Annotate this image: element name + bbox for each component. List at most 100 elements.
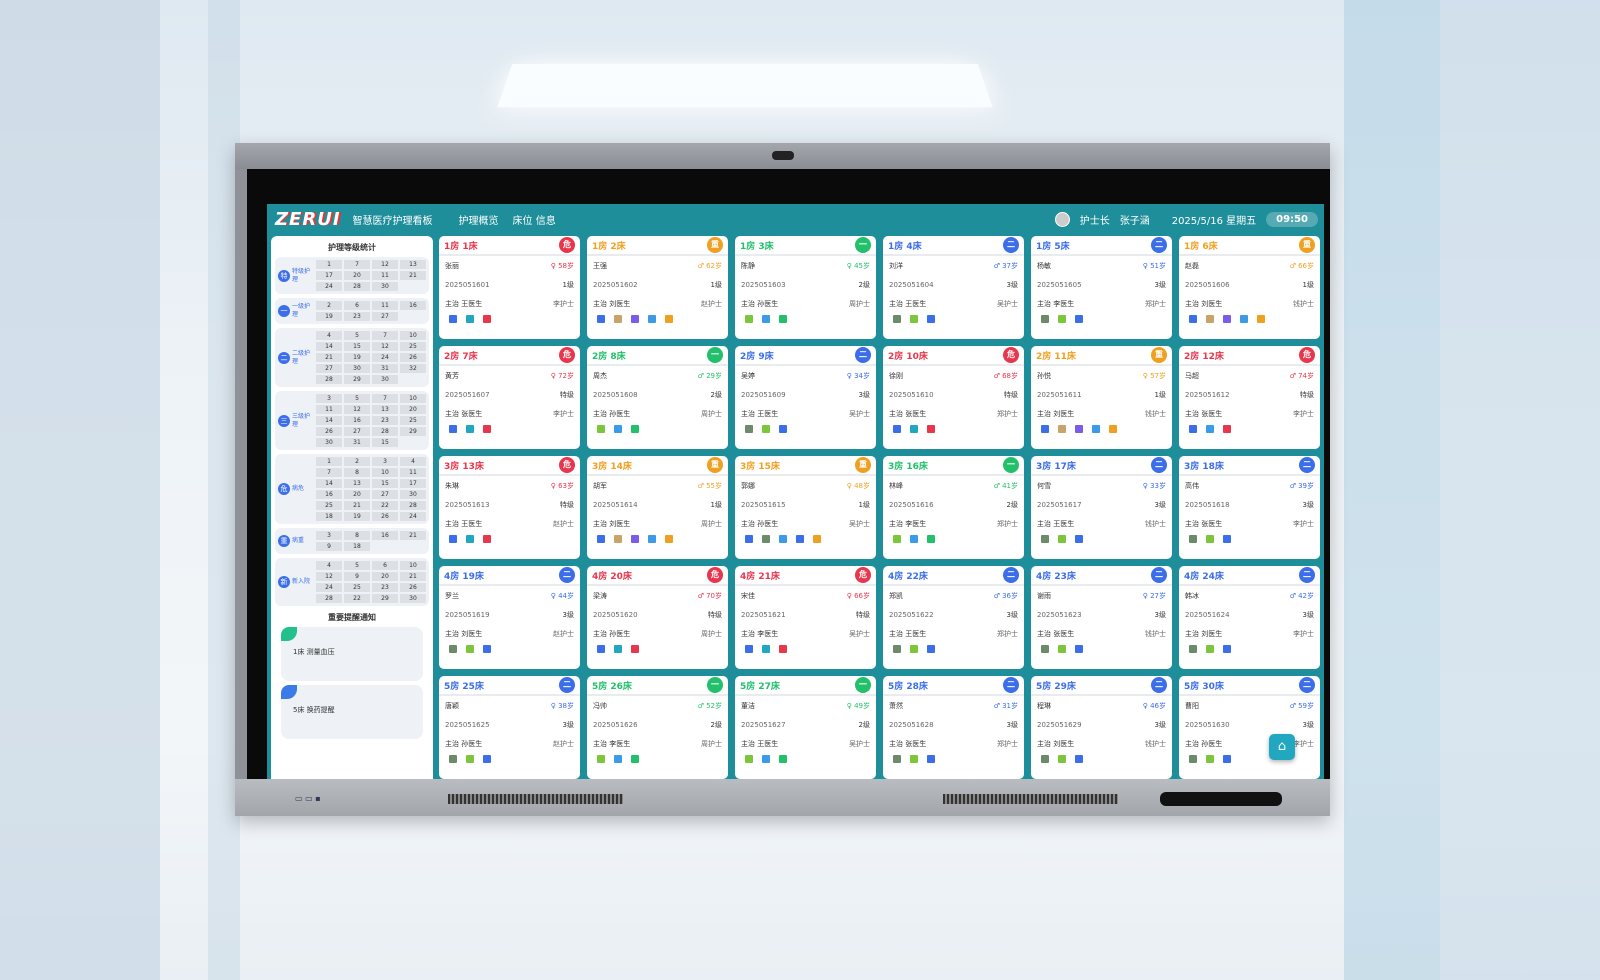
bed-chip[interactable]: 11: [372, 271, 398, 280]
bed-chip[interactable]: 30: [372, 282, 398, 291]
bed-card[interactable]: 5房 27床 一董洁 ♀ 49岁 2025051627 2级 主治 王医生 吴护士: [735, 676, 876, 779]
bed-chip[interactable]: 6: [344, 301, 370, 310]
bed-card[interactable]: 3房 13床 危朱琳 ♀ 63岁 2025051613 特级 主治 王医生 赵护士: [439, 456, 580, 559]
bed-card[interactable]: 4房 22床 二郑凯 ♂ 36岁 2025051622 3级 主治 王医生 郑护士: [883, 566, 1024, 669]
bed-chip[interactable]: 12: [372, 342, 398, 351]
bed-chip[interactable]: 27: [372, 312, 398, 321]
bed-chip[interactable]: 16: [344, 416, 370, 425]
bed-chip[interactable]: 27: [344, 427, 370, 436]
bed-chip[interactable]: 21: [400, 572, 426, 581]
bed-chip[interactable]: 21: [316, 353, 342, 362]
bed-chip[interactable]: 25: [344, 583, 370, 592]
bed-chip[interactable]: 13: [400, 260, 426, 269]
bed-chip[interactable]: 7: [372, 331, 398, 340]
bed-card[interactable]: 3房 18床 二高伟 ♂ 39岁 2025051618 3级 主治 张医生 李护士: [1179, 456, 1320, 559]
bed-chip[interactable]: 7: [372, 394, 398, 403]
bed-chip[interactable]: 7: [316, 468, 342, 477]
bed-chip[interactable]: 10: [400, 561, 426, 570]
bed-card[interactable]: 1房 2床 重王强 ♂ 62岁 2025051602 1级 主治 刘医生 赵护士: [587, 236, 728, 339]
bed-chip[interactable]: 12: [344, 405, 370, 414]
bed-chip[interactable]: 10: [400, 394, 426, 403]
bed-chip[interactable]: 26: [372, 512, 398, 521]
bed-chip[interactable]: 30: [400, 490, 426, 499]
bed-chip[interactable]: 17: [400, 479, 426, 488]
bed-chip[interactable]: 1: [316, 260, 342, 269]
bed-chip[interactable]: 14: [316, 479, 342, 488]
bed-card[interactable]: 4房 24床 二韩冰 ♂ 42岁 2025051624 3级 主治 刘医生 李护士: [1179, 566, 1320, 669]
bed-card[interactable]: 2房 10床 危徐刚 ♂ 68岁 2025051610 特级 主治 张医生 郑护士: [883, 346, 1024, 449]
bed-chip[interactable]: 11: [372, 301, 398, 310]
bed-chip[interactable]: 25: [400, 342, 426, 351]
bed-chip[interactable]: 17: [316, 271, 342, 280]
home-button[interactable]: ⌂: [1269, 734, 1295, 760]
bed-chip[interactable]: 31: [344, 438, 370, 447]
bed-chip[interactable]: 3: [372, 457, 398, 466]
bed-chip[interactable]: 26: [400, 353, 426, 362]
bed-chip[interactable]: 11: [400, 468, 426, 477]
bed-chip[interactable]: 11: [316, 405, 342, 414]
bed-chip[interactable]: 13: [372, 405, 398, 414]
bed-chip[interactable]: 23: [372, 416, 398, 425]
bed-chip[interactable]: 28: [372, 427, 398, 436]
bed-card[interactable]: 3房 15床 重郭娜 ♀ 48岁 2025051615 1级 主治 孙医生 吴护士: [735, 456, 876, 559]
bed-card[interactable]: 2房 8床 一周杰 ♂ 29岁 2025051608 2级 主治 孙医生 周护士: [587, 346, 728, 449]
bed-chip[interactable]: 25: [316, 501, 342, 510]
bed-chip[interactable]: 24: [400, 512, 426, 521]
nav-item-overview[interactable]: 护理概览: [458, 215, 499, 227]
bed-chip[interactable]: 21: [400, 531, 426, 540]
bed-chip[interactable]: 30: [372, 375, 398, 384]
bed-chip[interactable]: 2: [316, 301, 342, 310]
bed-chip[interactable]: 28: [344, 282, 370, 291]
bed-chip[interactable]: 21: [344, 501, 370, 510]
bed-chip[interactable]: 13: [344, 479, 370, 488]
bed-chip[interactable]: 26: [400, 583, 426, 592]
bed-chip[interactable]: 2: [344, 457, 370, 466]
bed-card[interactable]: 3房 16床 一林峰 ♂ 41岁 2025051616 2级 主治 李医生 郑护士: [883, 456, 1024, 559]
bed-chip[interactable]: 3: [316, 394, 342, 403]
bed-chip[interactable]: 20: [400, 405, 426, 414]
bed-card[interactable]: 1房 6床 重赵磊 ♂ 66岁 2025051606 1级 主治 刘医生 钱护士: [1179, 236, 1320, 339]
bed-card[interactable]: 5房 25床 二唐颖 ♀ 38岁 2025051625 3级 主治 孙医生 赵护士: [439, 676, 580, 779]
bed-chip[interactable]: 30: [316, 438, 342, 447]
bed-chip[interactable]: 10: [400, 331, 426, 340]
avatar[interactable]: [1054, 211, 1070, 227]
bed-chip[interactable]: 27: [372, 490, 398, 499]
bed-card[interactable]: 4房 21床 危宋佳 ♀ 66岁 2025051621 特级 主治 李医生 吴护士: [735, 566, 876, 669]
bed-chip[interactable]: 15: [372, 479, 398, 488]
bed-card[interactable]: 3房 17床 二何雪 ♀ 33岁 2025051617 3级 主治 王医生 钱护士: [1031, 456, 1172, 559]
bed-chip[interactable]: 5: [344, 331, 370, 340]
bed-chip[interactable]: 8: [344, 531, 370, 540]
bed-chip[interactable]: 29: [400, 427, 426, 436]
bed-chip[interactable]: 27: [316, 364, 342, 373]
bed-chip[interactable]: 3: [316, 531, 342, 540]
bed-card[interactable]: 5房 30床 二曹阳 ♂ 59岁 2025051630 3级 主治 孙医生 李护士: [1179, 676, 1320, 779]
bed-chip[interactable]: 4: [316, 331, 342, 340]
bed-chip[interactable]: 25: [400, 416, 426, 425]
bed-chip[interactable]: 9: [344, 572, 370, 581]
bed-chip[interactable]: 24: [316, 583, 342, 592]
bed-chip[interactable]: 29: [372, 594, 398, 603]
bed-card[interactable]: 3房 14床 重胡军 ♂ 55岁 2025051614 1级 主治 刘医生 周护士: [587, 456, 728, 559]
bed-chip[interactable]: 30: [344, 364, 370, 373]
bed-chip[interactable]: 23: [372, 583, 398, 592]
bed-chip[interactable]: 19: [316, 312, 342, 321]
bed-chip[interactable]: 30: [400, 594, 426, 603]
notice-card[interactable]: 1床 测量血压: [281, 627, 423, 681]
bed-chip[interactable]: 18: [344, 542, 370, 551]
bed-chip[interactable]: 6: [372, 561, 398, 570]
bed-chip[interactable]: 21: [400, 271, 426, 280]
bed-card[interactable]: 4房 19床 二罗兰 ♀ 44岁 2025051619 3级 主治 刘医生 赵护士: [439, 566, 580, 669]
bed-card[interactable]: 5房 26床 一冯帅 ♂ 52岁 2025051626 2级 主治 李医生 周护士: [587, 676, 728, 779]
bed-chip[interactable]: 31: [372, 364, 398, 373]
bed-chip[interactable]: 10: [372, 468, 398, 477]
bed-chip[interactable]: 7: [344, 260, 370, 269]
bed-chip[interactable]: 4: [400, 457, 426, 466]
bed-chip[interactable]: 8: [344, 468, 370, 477]
bed-chip[interactable]: 24: [316, 282, 342, 291]
bed-chip[interactable]: 28: [316, 594, 342, 603]
bed-chip[interactable]: 12: [316, 572, 342, 581]
bed-card[interactable]: 2房 11床 重孙悦 ♀ 57岁 2025051611 1级 主治 刘医生 钱护士: [1031, 346, 1172, 449]
bed-chip[interactable]: 24: [372, 353, 398, 362]
bed-card[interactable]: 1房 4床 二刘洋 ♂ 37岁 2025051604 3级 主治 王医生 吴护士: [883, 236, 1024, 339]
bed-card[interactable]: 1房 3床 一陈静 ♀ 45岁 2025051603 2级 主治 孙医生 周护士: [735, 236, 876, 339]
